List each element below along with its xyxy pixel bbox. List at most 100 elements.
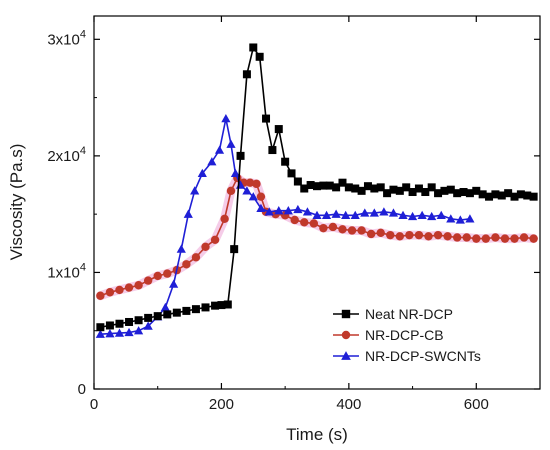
- x-tick-label: 400: [336, 396, 361, 413]
- series-line-nr-dcp-swcnts: [100, 117, 471, 335]
- axis-ticks: 0 200 400 600 0 1x104 2x104 3x104: [47, 16, 540, 413]
- data-point-neat-nr-dcp: [523, 191, 532, 200]
- data-point-neat-nr-dcp: [376, 183, 385, 192]
- data-point-neat-nr-dcp: [268, 146, 277, 155]
- data-point-neat-nr-dcp: [491, 190, 500, 199]
- data-point-nr-dcp-cb: [338, 225, 347, 234]
- legend-marker-neat-nr-dcp: [341, 309, 351, 319]
- data-point-nr-dcp-cb: [481, 234, 491, 243]
- data-point-nr-dcp-cb: [347, 226, 357, 235]
- data-point-neat-nr-dcp: [287, 169, 296, 178]
- data-point-neat-nr-dcp: [395, 186, 404, 195]
- data-point-nr-dcp-swcnts: [465, 214, 475, 223]
- data-point-neat-nr-dcp: [313, 182, 321, 191]
- data-point-nr-dcp-cb: [452, 233, 462, 242]
- data-point-neat-nr-dcp: [163, 310, 172, 319]
- y-tick-label: 3x104: [47, 28, 86, 48]
- data-point-nr-dcp-cb: [309, 219, 319, 228]
- data-point-nr-dcp-swcnts: [388, 208, 399, 217]
- data-point-neat-nr-dcp: [230, 245, 239, 254]
- data-point-nr-dcp-swcnts: [230, 168, 241, 178]
- legend-marker-nr-dcp-cb: [341, 330, 351, 340]
- data-point-neat-nr-dcp: [497, 191, 506, 200]
- data-point-nr-dcp-cb: [443, 232, 452, 241]
- data-point-nr-dcp-cb: [256, 192, 266, 201]
- data-point-neat-nr-dcp: [105, 321, 114, 330]
- data-point-neat-nr-dcp: [510, 192, 519, 201]
- data-point-nr-dcp-cb: [376, 228, 385, 238]
- data-point-neat-nr-dcp: [459, 188, 468, 197]
- data-point-nr-dcp-swcnts: [331, 209, 341, 218]
- data-point-nr-dcp-cb: [366, 229, 376, 239]
- data-point-nr-dcp-cb: [143, 276, 153, 285]
- data-point-nr-dcp-swcnts: [350, 210, 360, 220]
- data-point-nr-dcp-swcnts: [360, 208, 370, 217]
- data-point-nr-dcp-cb: [300, 218, 309, 227]
- data-point-neat-nr-dcp: [325, 181, 334, 190]
- data-point-nr-dcp-cb: [319, 223, 328, 233]
- data-point-neat-nr-dcp: [338, 178, 347, 187]
- data-point-neat-nr-dcp: [478, 190, 487, 199]
- data-point-nr-dcp-swcnts: [407, 211, 418, 221]
- data-point-nr-dcp-swcnts: [264, 207, 274, 216]
- data-point-nr-dcp-swcnts: [197, 168, 207, 178]
- data-point-nr-dcp-swcnts: [114, 328, 125, 337]
- data-point-neat-nr-dcp: [402, 183, 411, 192]
- data-point-nr-dcp-swcnts: [134, 326, 144, 335]
- data-point-nr-dcp-swcnts: [190, 186, 200, 195]
- data-point-nr-dcp-cb: [115, 285, 124, 295]
- data-point-neat-nr-dcp: [293, 177, 302, 186]
- data-point-nr-dcp-cb: [226, 186, 236, 196]
- data-point-nr-dcp-cb: [153, 271, 162, 281]
- data-point-nr-dcp-cb: [433, 230, 443, 240]
- data-point-nr-dcp-swcnts: [341, 210, 351, 220]
- data-point-nr-dcp-swcnts: [321, 210, 332, 220]
- data-point-nr-dcp-cb: [245, 178, 255, 187]
- data-point-nr-dcp-cb: [395, 232, 405, 241]
- data-point-nr-dcp-swcnts: [436, 210, 446, 220]
- data-point-neat-nr-dcp: [125, 317, 134, 326]
- data-point-neat-nr-dcp: [223, 300, 232, 309]
- data-point-nr-dcp-swcnts: [398, 210, 408, 220]
- data-point-neat-nr-dcp: [242, 70, 251, 79]
- data-point-nr-dcp-swcnts: [274, 206, 284, 215]
- y-axis-title: Viscosity (Pa.s): [7, 144, 26, 261]
- data-point-nr-dcp-swcnts: [143, 321, 153, 330]
- data-point-nr-dcp-cb: [252, 179, 261, 189]
- data-point-nr-dcp-cb: [405, 230, 414, 240]
- data-point-nr-dcp-cb: [163, 269, 172, 278]
- data-point-neat-nr-dcp: [389, 185, 398, 194]
- legend-marker-nr-dcp-swcnts: [341, 351, 351, 360]
- data-point-neat-nr-dcp: [357, 186, 366, 195]
- data-point-nr-dcp-cb: [182, 260, 191, 269]
- data-point-neat-nr-dcp: [249, 43, 258, 52]
- data-point-nr-dcp-cb: [191, 253, 201, 262]
- x-tick-label: 200: [209, 396, 234, 413]
- data-point-neat-nr-dcp: [300, 184, 309, 193]
- data-point-neat-nr-dcp: [191, 305, 200, 314]
- data-point-neat-nr-dcp: [144, 313, 153, 322]
- data-point-nr-dcp-swcnts: [124, 327, 134, 337]
- data-point-nr-dcp-swcnts: [242, 186, 252, 195]
- y-tick-label: 2x104: [47, 145, 86, 165]
- series-neat-nr-dcp: [96, 43, 538, 332]
- legend-item-nr-dcp-swcnts: NR-DCP-SWCNTs: [333, 348, 481, 364]
- data-point-nr-dcp-cb: [134, 281, 143, 290]
- data-point-neat-nr-dcp: [217, 301, 226, 310]
- data-point-nr-dcp-cb: [500, 234, 510, 243]
- data-point-nr-dcp-swcnts: [312, 210, 322, 220]
- data-point-nr-dcp-cb: [357, 226, 366, 235]
- data-point-neat-nr-dcp: [485, 192, 494, 201]
- data-point-neat-nr-dcp: [255, 52, 264, 61]
- data-point-nr-dcp-cb: [220, 214, 229, 224]
- data-point-neat-nr-dcp: [421, 188, 430, 197]
- data-point-neat-nr-dcp: [427, 183, 436, 192]
- data-point-nr-dcp-swcnts: [379, 207, 389, 216]
- data-point-nr-dcp-swcnts: [95, 329, 105, 338]
- data-point-nr-dcp-swcnts: [214, 145, 225, 154]
- data-point-neat-nr-dcp: [306, 181, 315, 190]
- data-point-nr-dcp-cb: [328, 222, 338, 232]
- data-point-neat-nr-dcp: [172, 308, 181, 317]
- legend: Neat NR-DCP NR-DCP-CB NR-DCP-SWCNTs: [333, 306, 481, 364]
- data-point-nr-dcp-swcnts: [248, 192, 258, 201]
